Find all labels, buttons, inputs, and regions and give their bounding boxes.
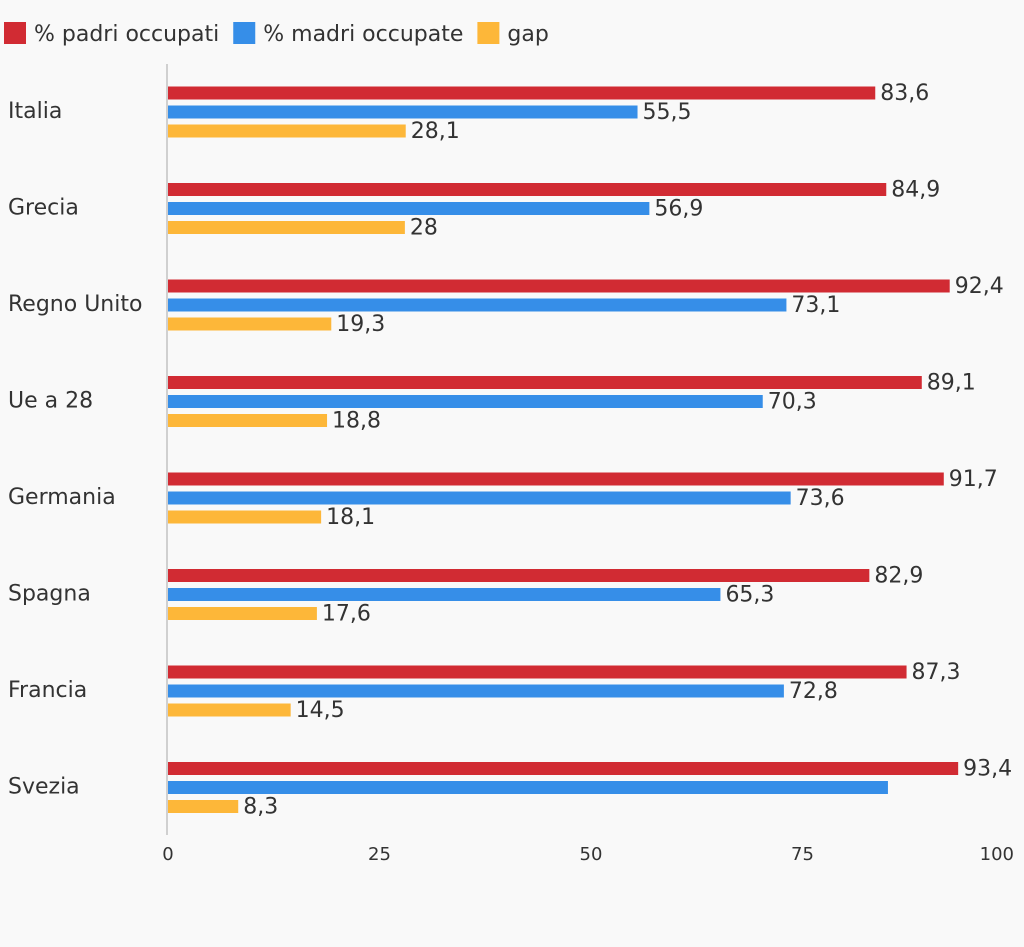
legend-swatch xyxy=(233,22,256,44)
data-label: 19,3 xyxy=(336,312,385,337)
x-tick-label: 25 xyxy=(368,844,391,865)
bar xyxy=(168,569,870,582)
bar xyxy=(168,607,317,620)
bar xyxy=(168,414,328,427)
data-label: 65,3 xyxy=(725,583,774,608)
data-label: 17,6 xyxy=(322,602,371,627)
x-tick-label: 50 xyxy=(580,844,603,865)
data-label: 55,5 xyxy=(643,100,692,125)
bar xyxy=(168,202,650,215)
data-label: 92,4 xyxy=(955,274,1004,299)
bar xyxy=(168,86,876,100)
bar xyxy=(168,588,721,601)
data-label: 83,6 xyxy=(880,81,929,106)
bar xyxy=(168,279,950,293)
bar xyxy=(168,703,291,717)
bar xyxy=(168,395,763,408)
bar xyxy=(168,800,239,813)
y-tick-label: Regno Unito xyxy=(8,292,142,317)
bar xyxy=(168,510,322,524)
data-label: 28 xyxy=(410,216,438,241)
y-tick-label: Francia xyxy=(8,678,87,703)
data-label: 87,3 xyxy=(912,660,961,685)
data-label: 82,9 xyxy=(874,564,923,589)
data-label: 73,6 xyxy=(796,486,845,511)
bar xyxy=(168,183,887,196)
data-label: 72,8 xyxy=(789,679,838,704)
legend-label: gap xyxy=(507,22,548,47)
legend-swatch xyxy=(477,22,500,44)
data-label: 91,7 xyxy=(949,467,998,492)
bar xyxy=(168,762,959,775)
legend-label: % padri occupati xyxy=(34,22,219,47)
bar xyxy=(168,665,907,679)
legend-swatch xyxy=(4,22,26,44)
bar xyxy=(168,781,888,794)
bar xyxy=(168,317,332,331)
data-label: 8,3 xyxy=(243,795,278,820)
data-label: 18,1 xyxy=(326,505,375,530)
x-tick-label: 75 xyxy=(791,844,814,865)
y-tick-label: Italia xyxy=(8,99,62,124)
data-label: 28,1 xyxy=(411,119,460,144)
bar xyxy=(168,376,922,389)
data-label: 73,1 xyxy=(791,293,840,318)
bar xyxy=(168,684,784,698)
data-label: 84,9 xyxy=(891,178,940,203)
x-tick-label: 100 xyxy=(980,844,1014,865)
data-label: 93,4 xyxy=(963,757,1012,782)
bar xyxy=(168,105,638,119)
y-tick-label: Spagna xyxy=(8,582,91,607)
y-tick-label: Svezia xyxy=(8,775,80,800)
bar xyxy=(168,124,406,138)
data-label: 56,9 xyxy=(654,197,703,222)
data-label: 70,3 xyxy=(768,390,817,415)
bar xyxy=(168,298,787,312)
data-label: 14,5 xyxy=(296,698,345,723)
data-label: 89,1 xyxy=(927,371,976,396)
legend-label: % madri occupate xyxy=(263,22,463,47)
y-tick-label: Ue a 28 xyxy=(8,389,93,414)
bar xyxy=(168,221,405,234)
x-tick-label: 0 xyxy=(162,844,173,865)
bar xyxy=(168,491,791,505)
y-tick-label: Germania xyxy=(8,485,116,510)
data-label: 18,8 xyxy=(332,409,381,434)
y-tick-label: Grecia xyxy=(8,196,79,221)
bar xyxy=(168,472,944,486)
